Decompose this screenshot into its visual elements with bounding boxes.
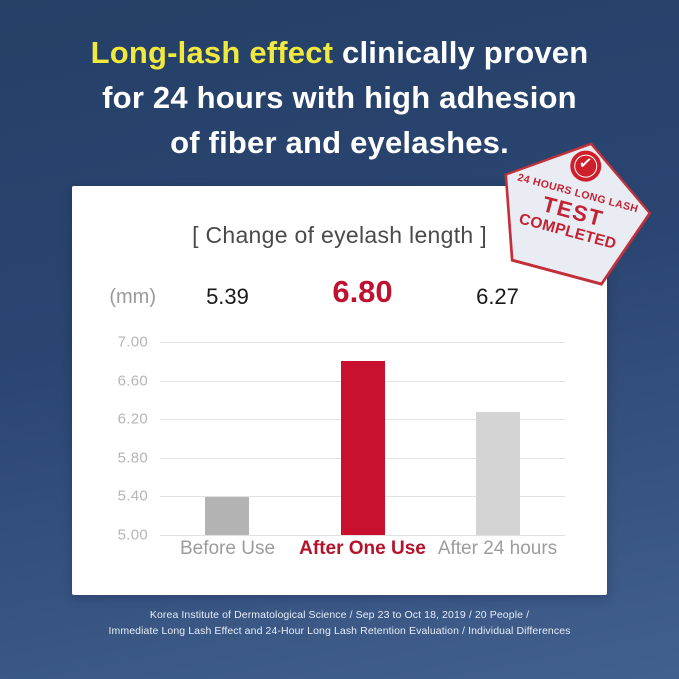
headline-line2: for 24 hours with high adhesion	[102, 80, 577, 115]
value-label: 6.80	[332, 274, 393, 309]
x-axis-label: Before Use	[179, 538, 276, 559]
value-label: 5.39	[206, 284, 249, 309]
headline-line1: Long-lash effect clinically proven	[0, 30, 679, 75]
study-footnote: Korea Institute of Dermatological Scienc…	[0, 607, 679, 639]
plot-area	[160, 342, 565, 536]
y-tick-label: 6.20	[117, 410, 148, 428]
checkmark-icon: ✓	[577, 154, 594, 174]
x-axis-label: After 24 hours	[437, 538, 558, 559]
y-axis-labels: 7.00 6.60 6.20 5.80 5.40 5.00	[72, 334, 148, 544]
y-tick-label: 6.60	[117, 372, 148, 390]
x-axis-label: After One Use	[299, 538, 426, 559]
unit-label: (mm)	[109, 286, 156, 308]
y-tick-label: 5.00	[117, 526, 148, 544]
gridline	[160, 342, 565, 343]
y-tick-label: 7.00	[117, 333, 148, 351]
x-axis-labels: Before Use After One Use After 24 hours	[160, 538, 565, 564]
headline: Long-lash effect clinically proven for 2…	[0, 30, 679, 165]
footnote-line2: Immediate Long Lash Effect and 24-Hour L…	[108, 625, 571, 637]
bar-before-use	[205, 497, 250, 535]
checkmark-circle-icon: ✓	[566, 146, 605, 185]
bar-after-24-hours	[475, 412, 520, 535]
headline-highlight: Long-lash effect	[90, 35, 334, 70]
headline-line3: of fiber and eyelashes.	[170, 125, 509, 160]
bar-after-one-use	[340, 361, 385, 535]
value-label: 6.27	[476, 284, 519, 309]
checkmark-ring: ✓	[571, 151, 600, 181]
chart-card: [ Change of eyelash length ] (mm) 5.39 6.…	[72, 186, 607, 595]
headline-line1-rest: clinically proven	[333, 35, 589, 70]
footnote-line1: Korea Institute of Dermatological Scienc…	[149, 609, 530, 621]
y-tick-label: 5.80	[117, 449, 148, 467]
y-tick-label: 5.40	[117, 487, 148, 505]
gridline	[160, 535, 565, 536]
chart-title: [ Change of eyelash length ]	[192, 222, 487, 248]
value-labels-row: 5.39 6.80 6.27	[160, 270, 565, 310]
